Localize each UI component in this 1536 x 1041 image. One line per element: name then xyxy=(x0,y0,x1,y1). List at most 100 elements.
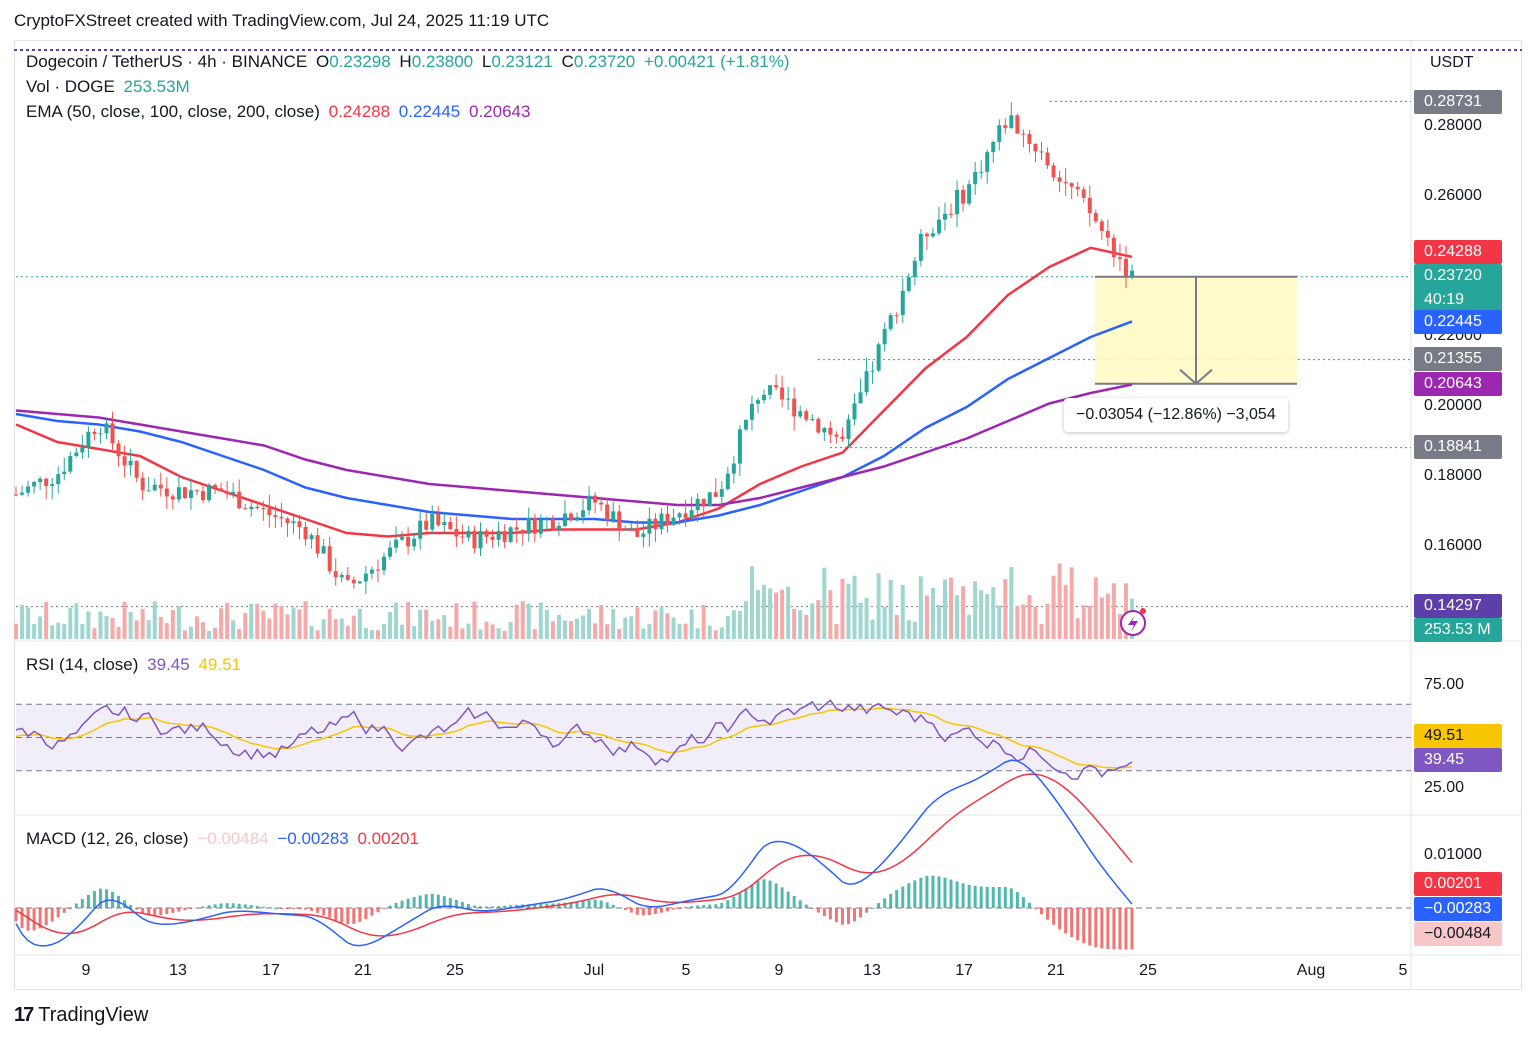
volume-bar xyxy=(357,608,362,639)
candle xyxy=(985,152,990,172)
candle xyxy=(375,569,380,571)
macd-histogram-bar xyxy=(412,896,416,908)
price-tick: 0.16000 xyxy=(1424,537,1482,554)
macd-histogram-bar xyxy=(629,908,633,913)
candle xyxy=(593,495,598,503)
volume-bar xyxy=(695,628,700,639)
macd-histogram-bar xyxy=(997,886,1001,908)
candle xyxy=(315,535,320,554)
macd-histogram-bar xyxy=(1040,908,1044,915)
ema-line-ema100 xyxy=(15,320,1133,524)
volume-bar xyxy=(532,629,537,639)
candle xyxy=(388,547,393,557)
volume-bar xyxy=(846,583,851,639)
volume-legend: Vol · DOGE 253.53M xyxy=(26,77,194,97)
candle xyxy=(930,233,935,237)
footer-brand[interactable]: 17 TradingView xyxy=(14,1004,148,1027)
macd-histogram-bar xyxy=(382,908,386,909)
macd-histogram-bar xyxy=(56,908,60,918)
volume-bar xyxy=(146,620,151,639)
macd-histogram-bar xyxy=(376,908,380,913)
open-value: 0.23298 xyxy=(329,52,391,71)
macd-histogram-bar xyxy=(581,900,585,908)
volume-bar xyxy=(707,625,712,639)
level-marker-label: 0.21355 xyxy=(1414,347,1502,371)
candle xyxy=(116,443,121,457)
candle xyxy=(605,504,610,521)
volume-bar xyxy=(315,630,320,639)
volume-bar xyxy=(768,588,773,639)
macd-legend: MACD (12, 26, close) −0.00484 −0.00283 0… xyxy=(26,829,423,849)
macd-histogram-bar xyxy=(943,877,947,908)
volume-bar xyxy=(62,624,67,639)
macd-histogram-bar xyxy=(1082,908,1086,944)
macd-histogram-bar xyxy=(1052,908,1056,925)
candle xyxy=(556,525,561,530)
volume-bar xyxy=(1009,567,1014,639)
currency-label[interactable]: USDT xyxy=(1430,54,1474,71)
macd-line-label: −0.00283 xyxy=(1414,897,1502,921)
volume-bar xyxy=(225,603,230,639)
macd-histogram-bar xyxy=(104,889,108,908)
close-label: C xyxy=(561,52,574,71)
candle xyxy=(351,579,356,584)
candle xyxy=(170,496,175,500)
macd-histogram-bar xyxy=(1033,908,1037,909)
volume-bar xyxy=(810,603,815,639)
volume-bar xyxy=(840,578,845,639)
candle xyxy=(243,508,248,510)
volume-bar xyxy=(381,624,386,639)
close-value: 0.23720 xyxy=(573,52,636,71)
macd-histogram-bar xyxy=(786,891,790,908)
candle xyxy=(448,521,453,530)
macd-histogram-bar xyxy=(44,908,48,926)
macd-histogram-bar xyxy=(213,904,217,908)
macd-histogram-bar xyxy=(587,900,591,908)
volume-bar xyxy=(1027,595,1032,639)
volume-bar xyxy=(201,622,206,639)
candle xyxy=(1003,125,1008,129)
volume-bar xyxy=(333,619,338,639)
rsi-legend: RSI (14, close) 39.45 49.51 xyxy=(26,655,245,675)
volume-bar xyxy=(86,611,91,639)
candle xyxy=(719,489,724,497)
candle xyxy=(394,539,399,548)
macd-histogram-bar xyxy=(80,899,84,908)
candle xyxy=(1021,133,1026,135)
ema200-value: 0.20643 xyxy=(468,102,531,121)
macd-histogram-bar xyxy=(32,908,36,931)
volume-bar xyxy=(743,601,748,639)
macd-histogram-bar xyxy=(822,908,826,917)
macd-histogram-bar xyxy=(877,903,881,908)
candle xyxy=(792,398,797,417)
volume-bar xyxy=(1075,618,1080,639)
candle xyxy=(279,516,284,519)
candle xyxy=(798,411,803,417)
macd-histogram-bar xyxy=(1094,908,1098,948)
volume-bar xyxy=(38,616,43,639)
candle xyxy=(520,529,525,534)
candle xyxy=(804,411,809,420)
macd-histogram-bar xyxy=(328,908,332,918)
macd-histogram-bar xyxy=(400,900,404,908)
macd-histogram-bar xyxy=(647,908,651,915)
macd-histogram-bar xyxy=(491,906,495,908)
brand-name: TradingView xyxy=(38,1004,149,1026)
volume-bar xyxy=(587,608,592,639)
macd-histogram-bar xyxy=(418,895,422,908)
macd-histogram-bar xyxy=(503,905,507,908)
volume-bar xyxy=(279,606,284,639)
volume-bar xyxy=(749,566,754,639)
candle xyxy=(568,513,573,521)
macd-hist-label: −0.00484 xyxy=(1414,922,1502,946)
chart-frame xyxy=(14,40,1522,990)
volume-bar xyxy=(345,626,350,639)
volume-bar xyxy=(56,622,61,639)
low-value: 0.23121 xyxy=(491,52,553,71)
symbol-title: Dogecoin / TetherUS · 4h · BINANCE xyxy=(26,52,308,71)
macd-histogram-bar xyxy=(949,879,953,908)
volume-bar xyxy=(460,628,465,639)
macd-histogram-bar xyxy=(322,908,326,916)
macd-histogram-bar xyxy=(189,908,193,909)
